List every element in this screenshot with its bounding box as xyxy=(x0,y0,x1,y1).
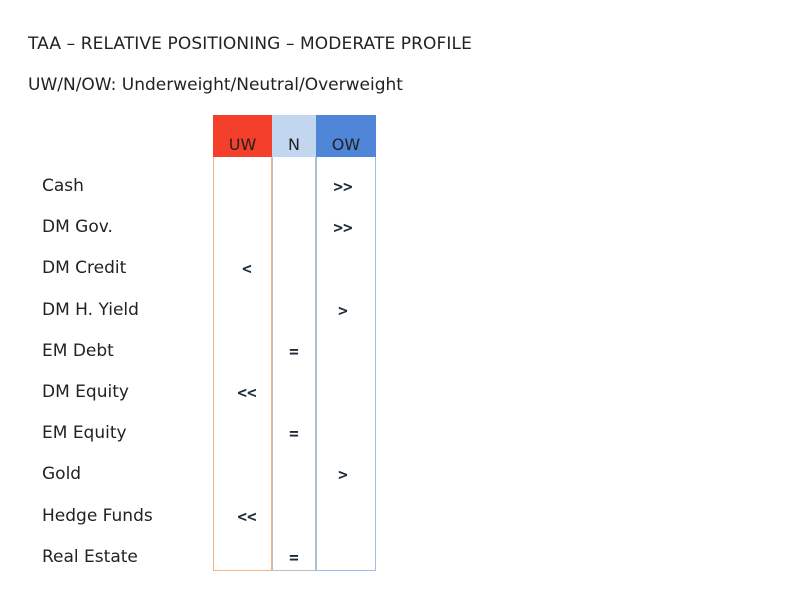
position-marker: > xyxy=(338,300,348,320)
asset-class-label: DM Gov. xyxy=(42,217,113,238)
table-row: EM Equity = xyxy=(0,413,800,454)
position-marker: >> xyxy=(333,177,353,196)
table-row: Real Estate = xyxy=(0,537,800,578)
asset-class-label: Real Estate xyxy=(42,546,138,567)
asset-class-label: Cash xyxy=(42,176,84,196)
position-marker: < xyxy=(242,259,252,279)
table-row: Cash >> xyxy=(0,166,800,207)
column-body-n xyxy=(272,157,316,571)
table-row: Hedge Funds << xyxy=(0,496,800,537)
asset-class-label: DM Equity xyxy=(42,381,129,402)
table-row: DM Credit < xyxy=(0,248,800,289)
column-header-uw: UW xyxy=(213,115,272,157)
column-divider xyxy=(272,157,273,571)
table-row: DM Gov. >> xyxy=(0,207,800,248)
asset-class-label: EM Debt xyxy=(42,340,114,361)
page-subtitle: UW/N/OW: Underweight/Neutral/Overweight xyxy=(28,75,403,95)
asset-class-label: EM Equity xyxy=(42,423,127,444)
asset-class-label: DM H. Yield xyxy=(42,299,139,320)
positioning-table: Cash >> DM Gov. >> DM Credit < DM H. Yie… xyxy=(0,166,800,578)
column-header-n: N xyxy=(272,115,316,157)
table-row: DM H. Yield > xyxy=(0,290,800,331)
position-marker: = xyxy=(289,547,299,567)
table-row: DM Equity << xyxy=(0,372,800,413)
position-marker: << xyxy=(237,506,257,526)
column-body-ow xyxy=(316,157,376,571)
table-row: Gold > xyxy=(0,454,800,495)
column-divider xyxy=(315,157,316,571)
column-body-uw xyxy=(213,157,272,571)
page-title: TAA – RELATIVE POSITIONING – MODERATE PR… xyxy=(28,34,472,54)
asset-class-label: Gold xyxy=(42,464,82,485)
table-row: EM Debt = xyxy=(0,331,800,372)
asset-class-label: Hedge Funds xyxy=(42,505,153,526)
position-marker: << xyxy=(237,382,257,402)
asset-class-label: DM Credit xyxy=(42,258,127,279)
position-marker: > xyxy=(338,465,348,485)
column-header-ow: OW xyxy=(316,115,376,157)
position-marker: >> xyxy=(333,218,353,238)
position-marker: = xyxy=(289,341,299,361)
position-marker: = xyxy=(289,424,299,444)
